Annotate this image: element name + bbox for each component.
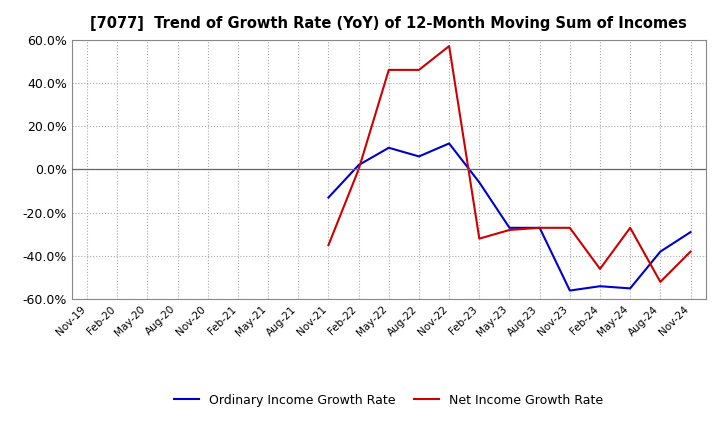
Net Income Growth Rate: [505, 227, 514, 233]
Ordinary Income Growth Rate: [384, 145, 393, 150]
Net Income Growth Rate: [445, 44, 454, 49]
Net Income Growth Rate: [354, 167, 363, 172]
Ordinary Income Growth Rate: [536, 225, 544, 231]
Line: Ordinary Income Growth Rate: Ordinary Income Growth Rate: [328, 143, 690, 290]
Ordinary Income Growth Rate: [415, 154, 423, 159]
Ordinary Income Growth Rate: [565, 288, 574, 293]
Net Income Growth Rate: [415, 67, 423, 73]
Ordinary Income Growth Rate: [595, 284, 604, 289]
Net Income Growth Rate: [595, 266, 604, 271]
Net Income Growth Rate: [384, 67, 393, 73]
Net Income Growth Rate: [656, 279, 665, 285]
Ordinary Income Growth Rate: [686, 230, 695, 235]
Net Income Growth Rate: [536, 225, 544, 231]
Ordinary Income Growth Rate: [475, 180, 484, 185]
Ordinary Income Growth Rate: [656, 249, 665, 254]
Net Income Growth Rate: [686, 249, 695, 254]
Legend: Ordinary Income Growth Rate, Net Income Growth Rate: Ordinary Income Growth Rate, Net Income …: [169, 389, 608, 411]
Net Income Growth Rate: [324, 242, 333, 248]
Ordinary Income Growth Rate: [626, 286, 634, 291]
Ordinary Income Growth Rate: [354, 162, 363, 168]
Line: Net Income Growth Rate: Net Income Growth Rate: [328, 46, 690, 282]
Ordinary Income Growth Rate: [445, 141, 454, 146]
Ordinary Income Growth Rate: [324, 195, 333, 200]
Title: [7077]  Trend of Growth Rate (YoY) of 12-Month Moving Sum of Incomes: [7077] Trend of Growth Rate (YoY) of 12-…: [91, 16, 687, 32]
Ordinary Income Growth Rate: [505, 225, 514, 231]
Net Income Growth Rate: [565, 225, 574, 231]
Net Income Growth Rate: [626, 225, 634, 231]
Net Income Growth Rate: [475, 236, 484, 241]
